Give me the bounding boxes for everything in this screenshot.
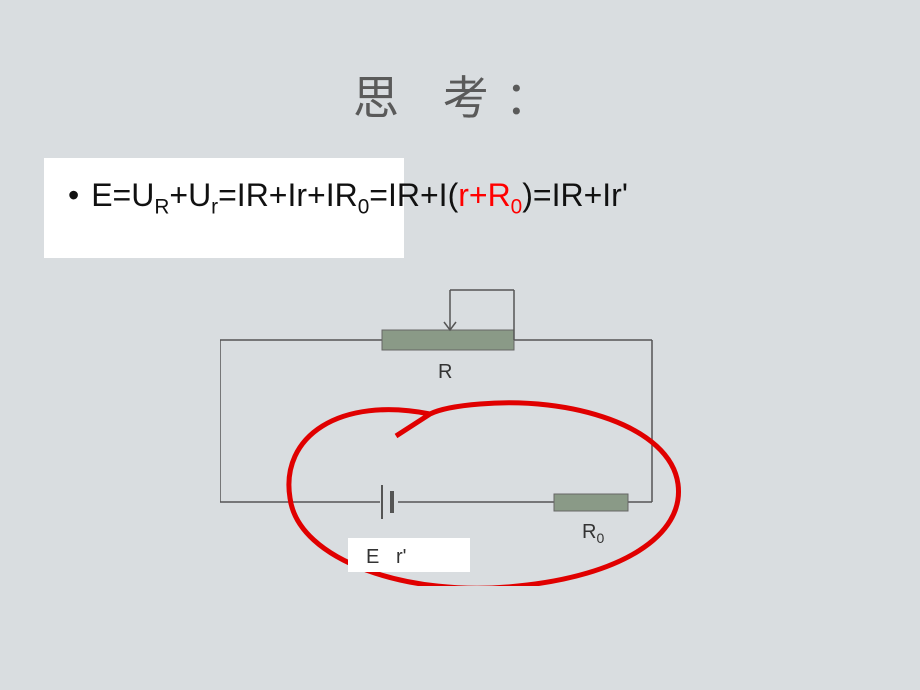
eq-p1-sub: R <box>154 195 169 218</box>
eq-p1: E=U <box>91 177 154 213</box>
title-text: 思 考： <box>353 73 567 124</box>
eq-p5-red: r+R <box>458 177 510 213</box>
eq-p7: =IR+Ir' <box>533 177 628 213</box>
variable-resistor <box>382 290 514 350</box>
outer-wire <box>220 340 652 502</box>
eq-p3: =IR+Ir+IR <box>218 177 358 213</box>
fixed-resistor-r0 <box>554 494 628 511</box>
eq-p2: +U <box>169 177 211 213</box>
label-e: E <box>366 546 379 569</box>
label-r0-sub: 0 <box>596 530 604 546</box>
eq-text: E=UR+Ur=IR+Ir+IR0=IR+I(r+R0)=IR+Ir' <box>91 177 628 219</box>
circuit-diagram: R R0 E r' <box>220 286 700 586</box>
label-rprime-text: r' <box>396 546 406 568</box>
label-r0: R0 <box>582 521 604 546</box>
bullet: • <box>68 177 79 214</box>
eq-p4: =IR+I( <box>369 177 458 213</box>
eq-p3-sub: 0 <box>358 195 370 218</box>
label-r-text: R <box>438 361 452 383</box>
equation-block: • E=UR+Ur=IR+Ir+IR0=IR+I(r+R0)=IR+Ir' <box>68 177 628 219</box>
slide: 思 考： • E=UR+Ur=IR+Ir+IR0=IR+I(r+R0)=IR+I… <box>0 0 920 690</box>
eq-p6: ) <box>522 177 533 213</box>
label-r: R <box>438 361 452 384</box>
slide-title: 思 考： <box>0 62 920 128</box>
label-e-text: E <box>366 546 379 568</box>
battery <box>382 485 392 519</box>
label-rprime: r' <box>396 546 406 569</box>
label-r0-text: R <box>582 521 596 543</box>
eq-p5-red-sub: 0 <box>511 195 523 218</box>
